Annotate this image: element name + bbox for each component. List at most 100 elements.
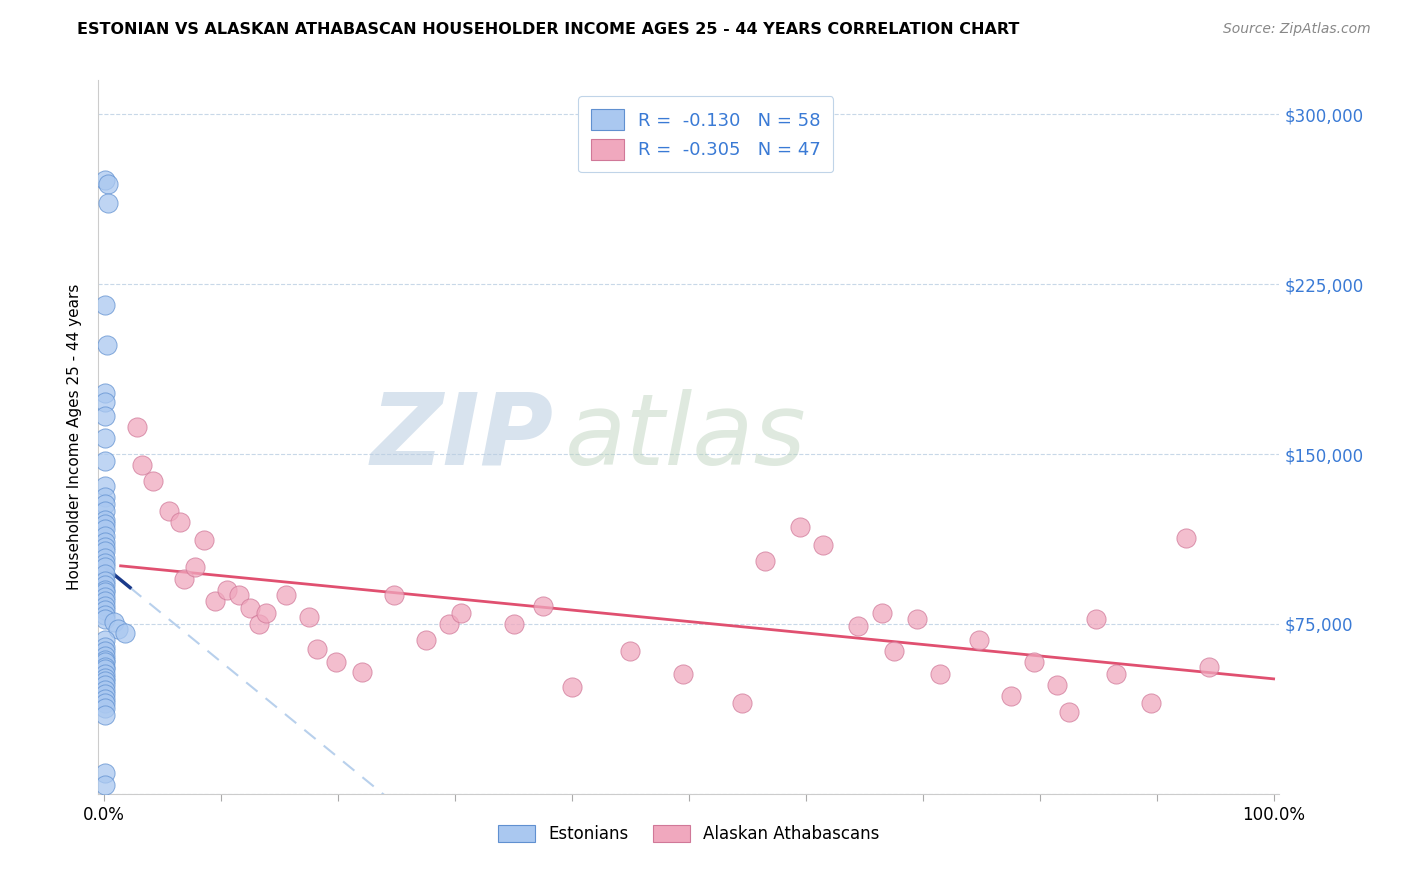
Point	[94, 671, 117, 685]
Point	[94, 678, 117, 692]
Point	[94, 297, 117, 311]
Point	[754, 553, 776, 567]
Point	[94, 666, 117, 681]
Point	[274, 588, 297, 602]
Point	[94, 696, 117, 710]
Point	[531, 599, 554, 613]
Point	[1046, 678, 1069, 692]
Point	[94, 603, 117, 617]
Point	[870, 606, 893, 620]
Point	[94, 766, 117, 780]
Point	[94, 395, 117, 409]
Point	[96, 338, 118, 352]
Point	[1105, 666, 1128, 681]
Point	[94, 544, 117, 558]
Point	[1022, 656, 1045, 670]
Point	[94, 599, 117, 613]
Point	[813, 538, 835, 552]
Point	[94, 560, 117, 574]
Point	[502, 617, 524, 632]
Point	[94, 656, 117, 670]
Point	[94, 607, 117, 622]
Point	[94, 673, 117, 688]
Point	[254, 606, 277, 620]
Point	[103, 615, 125, 629]
Point	[94, 585, 117, 599]
Point	[672, 666, 695, 681]
Point	[157, 504, 180, 518]
Point	[619, 644, 641, 658]
Point	[94, 528, 117, 542]
Point	[94, 409, 117, 423]
Text: ESTONIAN VS ALASKAN ATHABASCAN HOUSEHOLDER INCOME AGES 25 - 44 YEARS CORRELATION: ESTONIAN VS ALASKAN ATHABASCAN HOUSEHOLD…	[77, 22, 1019, 37]
Point	[905, 612, 928, 626]
Point	[94, 648, 117, 663]
Point	[204, 594, 226, 608]
Point	[1140, 696, 1163, 710]
Point	[94, 567, 117, 582]
Point	[94, 582, 117, 597]
Point	[561, 681, 583, 695]
Point	[239, 601, 262, 615]
Point	[193, 533, 215, 548]
Point	[107, 622, 129, 636]
Point	[94, 662, 117, 676]
Point	[173, 572, 195, 586]
Point	[94, 640, 117, 654]
Point	[94, 574, 117, 588]
Point	[94, 385, 117, 400]
Point	[789, 519, 811, 533]
Point	[730, 696, 752, 710]
Point	[94, 590, 117, 604]
Point	[94, 173, 117, 187]
Point	[439, 617, 461, 632]
Point	[94, 490, 117, 504]
Point	[298, 610, 321, 624]
Point	[350, 665, 373, 679]
Point	[94, 687, 117, 701]
Text: ZIP: ZIP	[370, 389, 553, 485]
Text: atlas: atlas	[565, 389, 807, 485]
Point	[450, 606, 472, 620]
Point	[94, 535, 117, 549]
Point	[94, 454, 117, 468]
Point	[325, 656, 347, 670]
Point	[307, 641, 329, 656]
Point	[94, 653, 117, 667]
Point	[94, 517, 117, 532]
Point	[94, 513, 117, 527]
Point	[169, 515, 191, 529]
Point	[94, 497, 117, 511]
Point	[125, 420, 148, 434]
Point	[382, 588, 405, 602]
Point	[94, 479, 117, 493]
Point	[184, 560, 207, 574]
Point	[215, 582, 238, 597]
Point	[97, 195, 120, 210]
Point	[94, 431, 117, 445]
Point	[114, 626, 136, 640]
Point	[94, 556, 117, 570]
Point	[1000, 690, 1022, 704]
Point	[94, 707, 117, 722]
Point	[94, 504, 117, 518]
Point	[94, 578, 117, 592]
Point	[967, 632, 990, 647]
Point	[94, 691, 117, 706]
Point	[94, 700, 117, 714]
Point	[94, 632, 117, 647]
Y-axis label: Householder Income Ages 25 - 44 years: Householder Income Ages 25 - 44 years	[67, 284, 83, 591]
Point	[1174, 531, 1197, 545]
Point	[94, 551, 117, 566]
Point	[94, 522, 117, 536]
Point	[94, 612, 117, 626]
Point	[94, 594, 117, 608]
Point	[415, 632, 437, 647]
Point	[1198, 660, 1220, 674]
Point	[94, 660, 117, 674]
Point	[97, 178, 120, 192]
Point	[848, 619, 870, 633]
Point	[1084, 612, 1107, 626]
Point	[94, 540, 117, 554]
Legend: Estonians, Alaskan Athabascans: Estonians, Alaskan Athabascans	[492, 818, 886, 850]
